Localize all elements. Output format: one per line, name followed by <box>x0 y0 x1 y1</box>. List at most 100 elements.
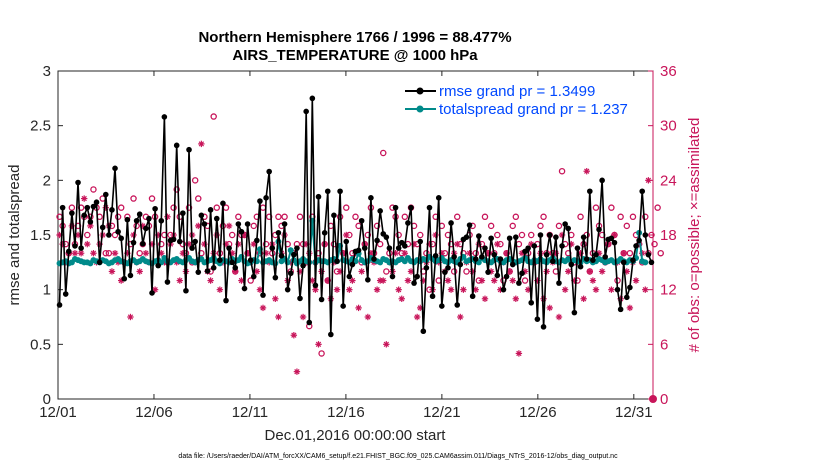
obs-assimilated-point <box>491 277 498 284</box>
rmse-point <box>223 297 229 304</box>
rmse-point <box>180 210 186 216</box>
obs-possible-point <box>68 204 76 211</box>
rmse-point <box>627 284 633 291</box>
rmse-point <box>260 292 266 298</box>
obs-possible-point <box>228 231 236 239</box>
rmse-point <box>152 205 158 212</box>
obs-assimilated-point <box>565 268 572 275</box>
obs-assimilated-point <box>395 286 402 293</box>
obs-possible-point <box>296 213 304 221</box>
y-tick-label: 2.5 <box>30 118 51 135</box>
rmse-point <box>587 188 593 195</box>
rmse-point <box>340 303 346 309</box>
obs-assimilated-point <box>198 140 205 148</box>
rmse-point <box>99 224 106 231</box>
rmse-point <box>568 261 575 268</box>
y-tick-label: 3 <box>43 63 51 80</box>
obs-assimilated-point <box>333 286 341 293</box>
obs-assimilated-point <box>509 277 516 284</box>
obs-assimilated-point <box>349 277 356 284</box>
rmse-point <box>439 303 445 309</box>
rmse-point <box>337 188 343 195</box>
rmse-point <box>198 212 205 219</box>
rmse-point <box>389 273 396 280</box>
obs-possible-point <box>383 268 390 275</box>
rmse-point <box>164 279 171 285</box>
rmse-point <box>161 114 168 120</box>
obs-assimilated-point <box>71 250 79 257</box>
rmse-point <box>96 259 103 266</box>
obs-assimilated-point <box>515 350 523 357</box>
rmse-point <box>291 251 297 258</box>
rmse-point <box>195 269 202 275</box>
rmse-point <box>383 234 390 240</box>
rmse-point <box>355 247 362 254</box>
obs-possible-point <box>158 240 165 248</box>
rmse-point <box>127 272 134 279</box>
rmse-point <box>516 280 522 286</box>
obs-assimilated-point <box>309 277 316 284</box>
obs-assimilated-point <box>555 313 563 321</box>
obs-assimilated-point <box>447 286 455 293</box>
obs-possible-point <box>481 213 489 221</box>
y-right-tick-label: 30 <box>660 118 677 135</box>
rmse-point <box>580 234 587 240</box>
rmse-point <box>281 221 288 227</box>
rmse-point <box>84 204 91 211</box>
obs-possible-point <box>512 213 520 221</box>
rmse-point <box>645 251 652 258</box>
rmse-point <box>112 165 118 172</box>
obs-possible-point <box>540 213 547 221</box>
rmse-point <box>528 299 535 306</box>
rmse-point <box>537 232 544 238</box>
obs-possible-point <box>620 249 627 257</box>
rmse-point <box>466 222 473 228</box>
rmse-point <box>93 199 100 205</box>
obs-possible-point <box>555 222 563 230</box>
rmse-point <box>121 275 128 282</box>
rmse-point <box>250 273 257 280</box>
rmse-point <box>599 177 605 184</box>
rmse-point <box>201 221 208 227</box>
rmse-point <box>109 207 115 213</box>
rmse-point <box>509 261 516 268</box>
obs-assimilated-point <box>84 240 91 248</box>
rmse-point <box>328 331 334 338</box>
rmse-point <box>534 316 541 322</box>
rmse-point <box>155 262 161 269</box>
rmse-point <box>648 259 655 266</box>
rmse-point <box>608 235 615 242</box>
obs-assimilated-point <box>457 313 464 321</box>
rmse-point <box>192 238 198 245</box>
rmse-point <box>423 265 430 271</box>
obs-possible-point <box>463 268 470 275</box>
obs-assimilated-point <box>275 313 282 321</box>
rmse-point <box>611 239 618 246</box>
obs-assimilated-point <box>290 332 298 339</box>
obs-possible-point <box>210 113 217 120</box>
rmse-point <box>59 204 66 211</box>
rmse-point <box>247 257 254 263</box>
rmse-point <box>476 233 482 239</box>
rmse-point <box>315 193 322 200</box>
rmse-point <box>318 296 325 303</box>
rmse-point <box>312 282 319 289</box>
obs-possible-point <box>398 249 405 257</box>
chart-subtitle: AIRS_TEMPERATURE @ 1000 hPa <box>232 47 478 64</box>
rmse-point <box>87 219 94 225</box>
obs-possible-point <box>527 231 535 239</box>
y-right-tick-label: 36 <box>660 63 677 80</box>
obs-assimilated-point <box>608 286 615 293</box>
rmse-point <box>562 221 568 227</box>
rmse-point <box>226 245 232 251</box>
obs-possible-point <box>617 213 624 221</box>
legend: rmse grand pr = 1.3499 totalspread grand… <box>403 82 647 122</box>
obs-possible-point <box>281 213 288 221</box>
rmse-point <box>463 234 470 240</box>
rmse-point <box>75 179 81 186</box>
rmse-point <box>294 245 300 251</box>
obs-assimilated-point <box>77 250 85 257</box>
x-tick-label: 12/21 <box>423 404 461 421</box>
rmse-point <box>556 280 562 286</box>
rmse-point <box>346 273 353 280</box>
